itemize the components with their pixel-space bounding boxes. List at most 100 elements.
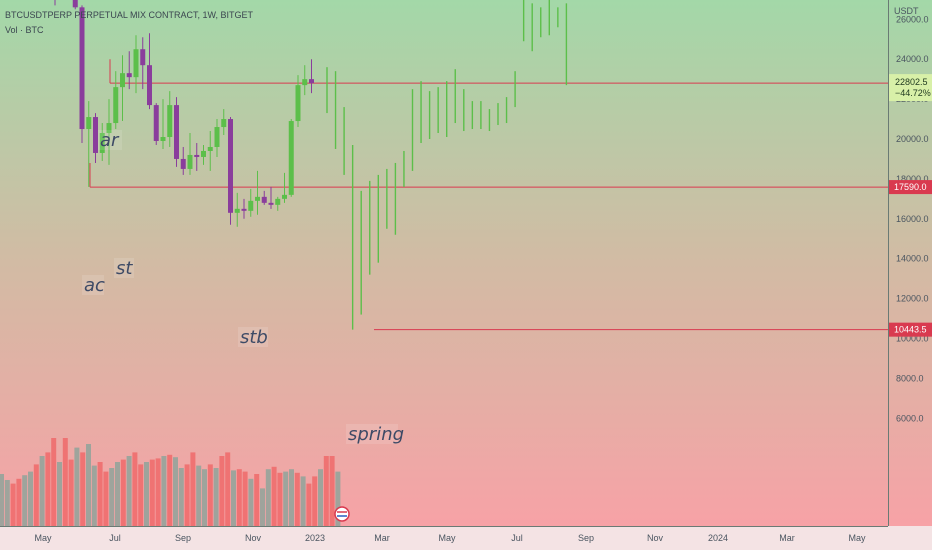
candle-body	[147, 65, 152, 106]
volume-bar	[10, 483, 16, 526]
volume-bar	[68, 459, 74, 526]
price-tick-label: 10000.0	[896, 334, 929, 344]
candle-body	[268, 202, 274, 205]
volume-bar	[323, 456, 329, 526]
volume-bar	[0, 474, 4, 526]
volume-bar	[167, 454, 173, 526]
volume-bar	[16, 478, 22, 526]
time-tick-label: 2023	[305, 533, 325, 543]
time-tick-label: Jul	[109, 533, 121, 543]
volume-bar	[184, 464, 190, 526]
time-tick-label: May	[848, 533, 866, 543]
price-tick-label: 8000.0	[896, 373, 924, 383]
candle-body	[120, 73, 125, 88]
volume-bar	[231, 470, 236, 526]
annotation-label: ar	[100, 130, 120, 151]
price-tick-label: 20000.0	[896, 134, 929, 144]
volume-bar	[265, 469, 271, 526]
volume-bar	[97, 462, 103, 526]
annotation-label: ac	[84, 275, 105, 296]
level-price-label: 10443.5	[894, 325, 927, 335]
volume-bar	[74, 447, 80, 526]
candle-body	[194, 154, 200, 157]
candle-body	[106, 123, 112, 134]
price-tick-label: 26000.0	[896, 14, 929, 24]
volume-bar	[33, 464, 39, 526]
candle-body	[153, 105, 159, 141]
time-tick-label: Nov	[245, 533, 262, 543]
candle-body	[288, 121, 294, 195]
volume-bar	[236, 469, 242, 526]
volume-bar	[254, 474, 260, 526]
candle-body	[93, 117, 98, 153]
current-price-tag	[889, 74, 932, 102]
annotation-box	[238, 327, 268, 347]
candle-series	[54, 0, 314, 227]
time-tick-label: Sep	[578, 533, 594, 543]
volume-bar	[271, 466, 277, 526]
time-tick-label: Mar	[374, 533, 390, 543]
volume-bar	[196, 465, 202, 526]
volume-bar	[173, 457, 178, 526]
volume-bar	[161, 456, 167, 526]
volume-bar	[213, 468, 219, 526]
volume-bar	[132, 452, 138, 526]
candle-body	[126, 73, 132, 78]
candle-body	[275, 198, 281, 205]
candle-body	[187, 154, 193, 169]
symbol-title[interactable]: BTCUSDTPERP PERPETUAL MIX CONTRACT, 1W, …	[5, 10, 254, 20]
volume-bar	[144, 462, 149, 526]
time-tick-label: May	[438, 533, 456, 543]
volume-indicator-label[interactable]: Vol · BTC	[5, 25, 44, 35]
level-price-label: 17590.0	[894, 182, 927, 192]
volume-bar	[155, 458, 161, 526]
time-axis-background	[0, 526, 932, 550]
volume-bar	[149, 459, 155, 526]
volume-bar	[248, 478, 254, 526]
candle-body	[86, 117, 92, 130]
time-tick-label: Nov	[647, 533, 664, 543]
candle-body	[140, 49, 146, 66]
volume-bar	[202, 469, 207, 526]
candle-body	[201, 150, 206, 157]
volume-bar	[225, 452, 231, 526]
candle-body	[248, 200, 254, 211]
volume-bar	[109, 468, 115, 526]
volume-bar	[91, 465, 97, 526]
candle-body	[214, 127, 220, 147]
volume-bar	[80, 452, 86, 526]
volume-bar	[115, 462, 120, 526]
volume-bar	[22, 475, 28, 526]
event-marker-icon[interactable]	[334, 506, 350, 522]
candle-body	[282, 194, 287, 199]
candle-body	[309, 79, 314, 84]
volume-bar	[178, 468, 184, 526]
volume-bar	[28, 471, 33, 526]
volume-bar	[207, 464, 213, 526]
candle-body	[207, 146, 213, 151]
level-lines	[89, 59, 888, 331]
current-price-label: 22802.5	[895, 77, 928, 87]
price-tick-label: 24000.0	[896, 54, 929, 64]
volume-bar	[242, 471, 248, 526]
volume-bar	[86, 444, 91, 526]
volume-bar	[120, 459, 126, 526]
candle-body	[113, 87, 119, 124]
candle-body	[255, 196, 260, 201]
price-tick-label: 12000.0	[896, 294, 929, 304]
projection-series	[326, 0, 568, 330]
volume-bar	[294, 472, 300, 526]
volume-bar	[219, 456, 225, 526]
price-tick-label: 18000.0	[896, 174, 929, 184]
candle-body	[228, 119, 233, 213]
volume-bar	[306, 483, 312, 526]
volume-bar	[312, 476, 318, 526]
volume-bar	[329, 456, 335, 526]
annotation-box	[98, 130, 122, 150]
candle-body	[180, 158, 186, 169]
annotation-label: st	[116, 258, 133, 279]
candle-body	[133, 49, 139, 78]
annotation-box	[114, 258, 134, 278]
